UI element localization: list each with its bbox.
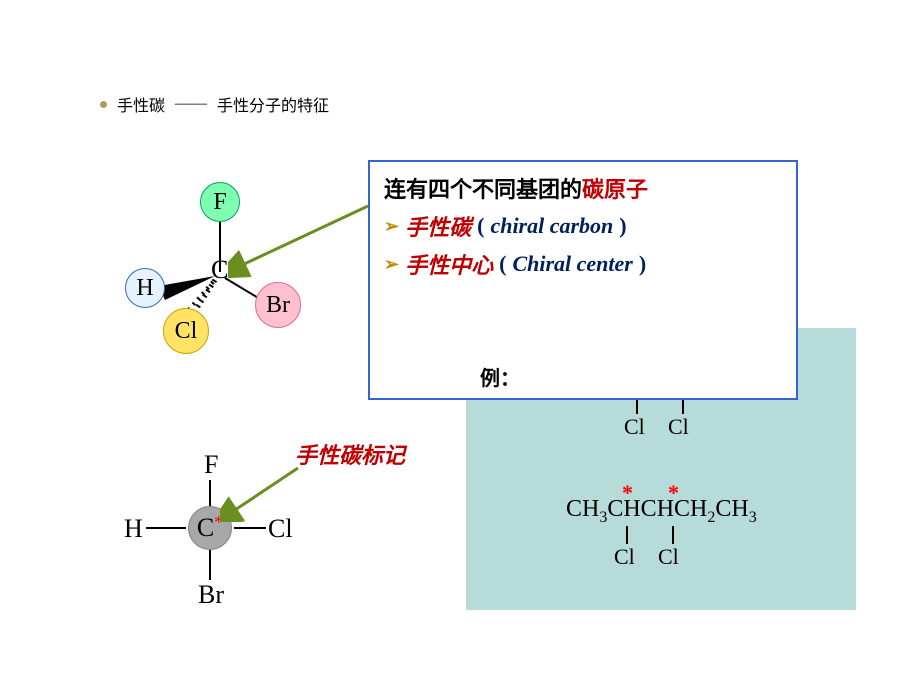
slide-root: 手性碳 —— 手性分子的特征 * * CH3CHCHCH3 Cl Cl * * … (0, 0, 920, 690)
def-line1-b: 碳原子 (582, 177, 648, 202)
mol2d-label: 手性碳标记 (295, 438, 405, 470)
chevron-right-icon: ➢ (384, 216, 399, 237)
atom-F-label: F (213, 189, 226, 216)
mol2d-center-label: C (197, 513, 214, 543)
definition-box: 连有四个不同基团的碳原子 ➢ 手性碳(chiral carbon) ➢ 手性中心… (368, 160, 798, 400)
def-item1-paren-open: ( (477, 213, 484, 239)
atom-Br-label: Br (266, 292, 290, 319)
arrow-to-2d-icon (220, 462, 310, 522)
mol2d-Br: Br (198, 580, 224, 610)
ex2-f4: CH (715, 496, 748, 522)
def-item1-zh: 手性碳 (405, 210, 471, 242)
ex2-f2: CHCHCH (607, 496, 707, 522)
def-item2-en: Chiral center (512, 251, 632, 277)
atom-H-label: H (136, 275, 153, 302)
def-line1-a: 连有四个不同基团的 (384, 177, 582, 202)
mol2d-F: F (204, 450, 218, 480)
atom-H: H (125, 268, 165, 308)
chevron-right-icon: ➢ (384, 254, 399, 275)
ex2-cl1: Cl (614, 544, 635, 570)
def-item1-paren-close: ) (619, 213, 626, 239)
def-item2-paren-close: ) (639, 251, 646, 277)
ex2-bond2 (672, 526, 674, 544)
mol3d-center: C (211, 255, 228, 285)
atom-Br: Br (255, 282, 301, 328)
def-line1: 连有四个不同基团的碳原子 (384, 172, 782, 204)
def-item2-zh: 手性中心 (405, 248, 493, 280)
ex2-bond1 (626, 526, 628, 544)
ex2-cl2: Cl (658, 544, 679, 570)
atom-Cl: Cl (163, 308, 209, 354)
arrow-to-3d-icon (228, 196, 378, 280)
title-dash: —— (175, 95, 207, 113)
ex1-cl1: Cl (624, 414, 645, 440)
mol2d-H: H (124, 514, 143, 544)
def-item1-en: chiral carbon (490, 213, 613, 239)
title-part2: 手性分子的特征 (217, 92, 329, 116)
ex2-f5: 3 (749, 509, 757, 526)
def-item2-paren-open: ( (499, 251, 506, 277)
def-item1: ➢ 手性碳(chiral carbon) (384, 210, 782, 242)
ex1-cl2: Cl (668, 414, 689, 440)
def-item2: ➢ 手性中心 (Chiral center) (384, 248, 782, 280)
title-bullet-icon (100, 101, 107, 108)
example-label: 例： (480, 362, 520, 391)
ex2-formula: CH3CHCHCH2CH3 (566, 496, 757, 527)
title-row: 手性碳 —— 手性分子的特征 (100, 92, 329, 116)
atom-Cl-label: Cl (175, 318, 198, 345)
title-part1: 手性碳 (117, 92, 165, 116)
ex2-f0: CH (566, 496, 599, 522)
